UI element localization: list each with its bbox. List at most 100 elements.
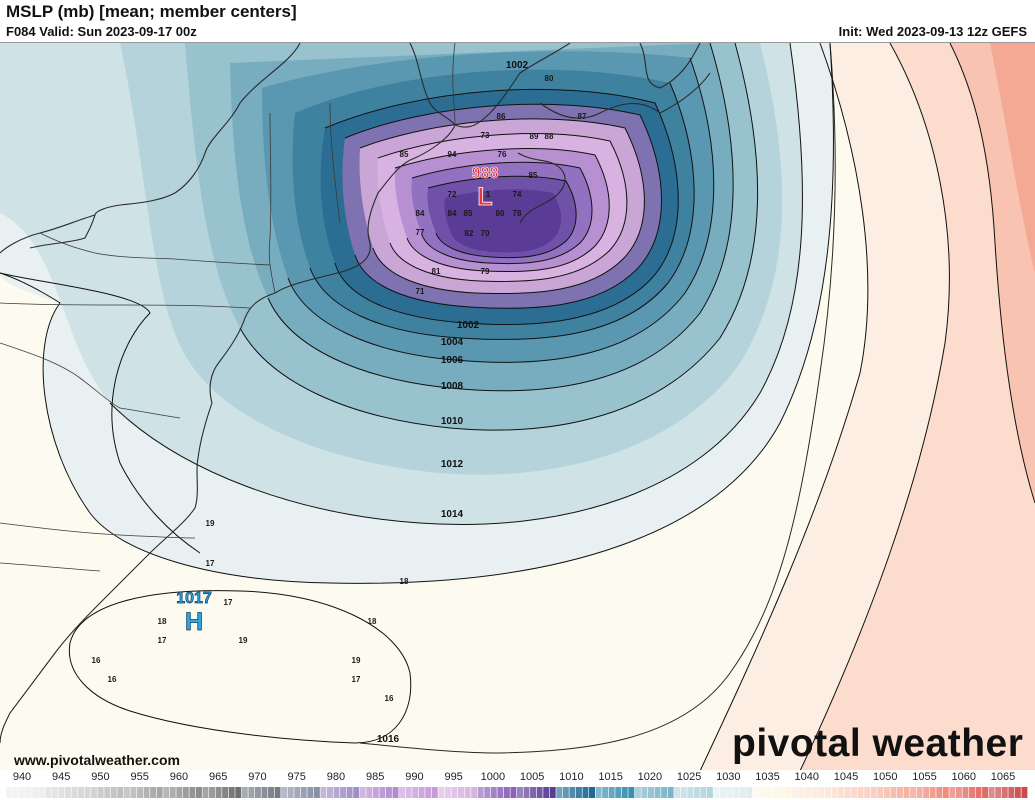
colorbar-swatch	[353, 787, 360, 798]
svg-text:77: 77	[416, 228, 425, 237]
colorbar-swatch	[517, 787, 523, 798]
isobar-1012	[109, 43, 803, 525]
colorbar-swatch	[713, 787, 720, 798]
colorbar-swatch	[38, 787, 45, 798]
svg-text:18: 18	[368, 617, 377, 626]
header-bar: MSLP (mb) [mean; member centers] F084 Va…	[0, 0, 1035, 42]
colorbar-swatch	[543, 787, 550, 798]
colorbar-swatch	[870, 787, 877, 798]
colorbar-swatch	[877, 787, 884, 798]
svg-text:19: 19	[206, 519, 215, 528]
colorbar-swatch	[1008, 787, 1015, 798]
svg-text:1: 1	[486, 190, 491, 199]
colorbar-tick-label: 995	[444, 771, 463, 783]
colorbar-ticks: 940 945 950 955 960 965 970 975 980 985 990 995 1000…	[0, 770, 1035, 786]
svg-text:70: 70	[481, 229, 490, 238]
isobar-1016-south	[68, 590, 412, 744]
svg-text:74: 74	[513, 190, 522, 199]
svg-text:16: 16	[385, 694, 394, 703]
colorbar-swatch	[654, 787, 661, 798]
colorbar-swatch	[313, 787, 320, 798]
svg-text:84: 84	[448, 209, 457, 218]
isobar-1008	[267, 43, 734, 392]
colorbar-swatch	[634, 787, 641, 798]
svg-text:72: 72	[448, 190, 457, 199]
colorbar-swatch	[6, 787, 12, 798]
svg-text:80: 80	[545, 74, 554, 83]
colorbar-swatch	[346, 787, 353, 798]
colorbar-swatch	[693, 787, 700, 798]
low-pressure-center: 988 L	[471, 165, 498, 212]
colorbar-swatch	[392, 787, 399, 798]
colorbar-swatch	[661, 787, 668, 798]
colorbar-swatch	[438, 787, 445, 798]
pressure-band-east-4	[990, 43, 1035, 273]
svg-text:76: 76	[498, 150, 507, 159]
colorbar-swatch	[64, 787, 71, 798]
colorbar-swatch	[399, 787, 406, 798]
colorbar-swatch	[431, 787, 438, 798]
colorbar-swatch	[549, 787, 556, 798]
svg-text:85: 85	[464, 209, 473, 218]
colorbar-swatch	[759, 787, 766, 798]
colorbar-swatch	[942, 787, 949, 798]
colorbar-swatch	[536, 787, 543, 798]
colorbar-swatch	[123, 787, 130, 798]
svg-text:18: 18	[400, 577, 409, 586]
isobar-labels: 1002 1002 1004 1006 1008 1010 1012 1014 …	[377, 60, 529, 745]
colorbar-swatch	[969, 787, 975, 798]
colorbar-swatch	[137, 787, 143, 798]
colorbar-swatch	[608, 787, 615, 798]
colorbar-swatch	[497, 787, 504, 798]
colorbar-swatch	[687, 787, 694, 798]
isobar-1006	[287, 57, 715, 363]
colorbar-swatch	[366, 787, 373, 798]
isobar-label: 1004	[441, 337, 464, 348]
site-url[interactable]: www.pivotalweather.com	[14, 752, 180, 768]
colorbar-swatch	[589, 787, 596, 798]
svg-text:84: 84	[416, 209, 425, 218]
colorbar-swatch	[209, 787, 216, 798]
isobar-label: 1016	[377, 734, 400, 745]
colorbar-swatch	[182, 787, 189, 798]
colorbar-swatch	[667, 787, 674, 798]
colorbar-tick-label: 1035	[755, 771, 780, 783]
svg-text:81: 81	[432, 267, 441, 276]
colorbar-swatch	[562, 787, 569, 798]
colorbar-swatch	[78, 787, 85, 798]
colorbar-swatch	[916, 787, 923, 798]
colorbar-swatch	[91, 787, 98, 798]
svg-text:18: 18	[158, 617, 167, 626]
colorbar-swatch	[641, 787, 648, 798]
colorbar-tick-label: 1045	[833, 771, 859, 783]
colorbar-swatch	[864, 787, 871, 798]
isobar-1014	[329, 43, 834, 584]
colorbar-swatch	[785, 787, 792, 798]
colorbar-swatch	[752, 787, 759, 798]
colorbar-swatch	[294, 787, 301, 798]
colorbar-swatch	[12, 787, 19, 798]
colorbar-swatch	[327, 787, 333, 798]
colorbar-swatch	[274, 787, 281, 798]
colorbar-swatch	[490, 787, 497, 798]
forecast-map[interactable]: 1002 1002 1004 1006 1008 1010 1012 1014 …	[0, 42, 1035, 771]
colorbar-swatch	[130, 787, 137, 798]
svg-text:78: 78	[513, 209, 522, 218]
colorbar-swatch	[765, 787, 772, 798]
colorbar-swatch	[530, 787, 537, 798]
colorbar-swatch	[569, 787, 576, 798]
colorbar-swatch	[955, 787, 962, 798]
high-center-symbol: H	[185, 608, 203, 636]
colorbar-tick-label: 1060	[951, 771, 976, 783]
low-center-symbol: L	[477, 183, 492, 211]
colorbar-swatch	[484, 787, 491, 798]
isobars	[0, 43, 1035, 771]
colorbar-swatch	[733, 787, 740, 798]
colorbar-swatch	[471, 787, 478, 798]
colorbar-swatch	[287, 787, 294, 798]
isobar-east-3	[949, 43, 1035, 504]
colorbar-swatch	[851, 787, 858, 798]
colorbar-swatch	[995, 787, 1002, 798]
svg-text:82: 82	[465, 229, 474, 238]
pressure-band-988	[444, 189, 562, 253]
